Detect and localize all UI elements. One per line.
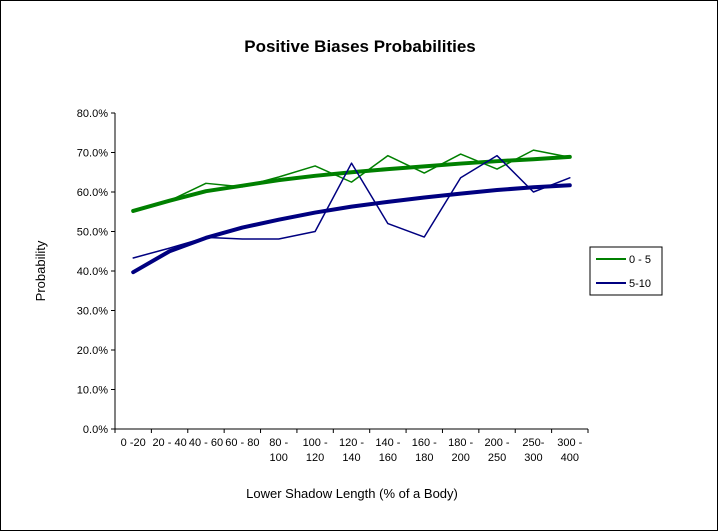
x-axis-label: Lower Shadow Length (% of a Body)	[246, 486, 458, 501]
series-line	[132, 154, 571, 259]
y-tick-label: 10.0%	[77, 385, 108, 397]
series-line	[132, 149, 571, 212]
x-tick-label: 300 - 400	[557, 437, 583, 464]
y-tick-label: 40.0%	[77, 266, 108, 278]
trend-line	[131, 154, 572, 213]
y-tick-label: 80.0%	[77, 108, 108, 120]
y-tick-label: 20.0%	[77, 345, 108, 357]
legend-label: 5-10	[629, 278, 651, 290]
x-tick-label: 0 -20	[120, 437, 146, 449]
chart-title: Positive Biases Probabilities	[244, 37, 475, 56]
x-tick-label: 40 - 60	[188, 437, 224, 449]
legend-label: 0 - 5	[629, 254, 651, 266]
x-tick-label: 120 - 140	[338, 437, 365, 464]
x-tick-label: 250- 300	[522, 437, 545, 464]
y-tick-label: 0.0%	[83, 424, 108, 436]
x-tick-label: 80 - 100	[269, 437, 289, 464]
y-tick-label: 70.0%	[77, 148, 108, 160]
x-tick-label: 20 - 40	[152, 437, 187, 449]
x-tick-label: 100 - 120	[302, 437, 328, 464]
y-axis-label: Probability	[33, 240, 48, 301]
x-tick-label: 200 - 250	[484, 437, 510, 464]
x-tick-label: 60 - 80	[225, 437, 260, 449]
x-tick-label: 180 - 200	[448, 437, 474, 464]
legend-box	[589, 246, 663, 296]
x-tick-label: 140 - 160	[375, 437, 401, 464]
y-tick-label: 30.0%	[77, 306, 108, 318]
y-tick-label: 50.0%	[77, 227, 108, 239]
y-tick-label: 60.0%	[77, 187, 108, 199]
x-tick-label: 160 - 180	[411, 437, 437, 464]
